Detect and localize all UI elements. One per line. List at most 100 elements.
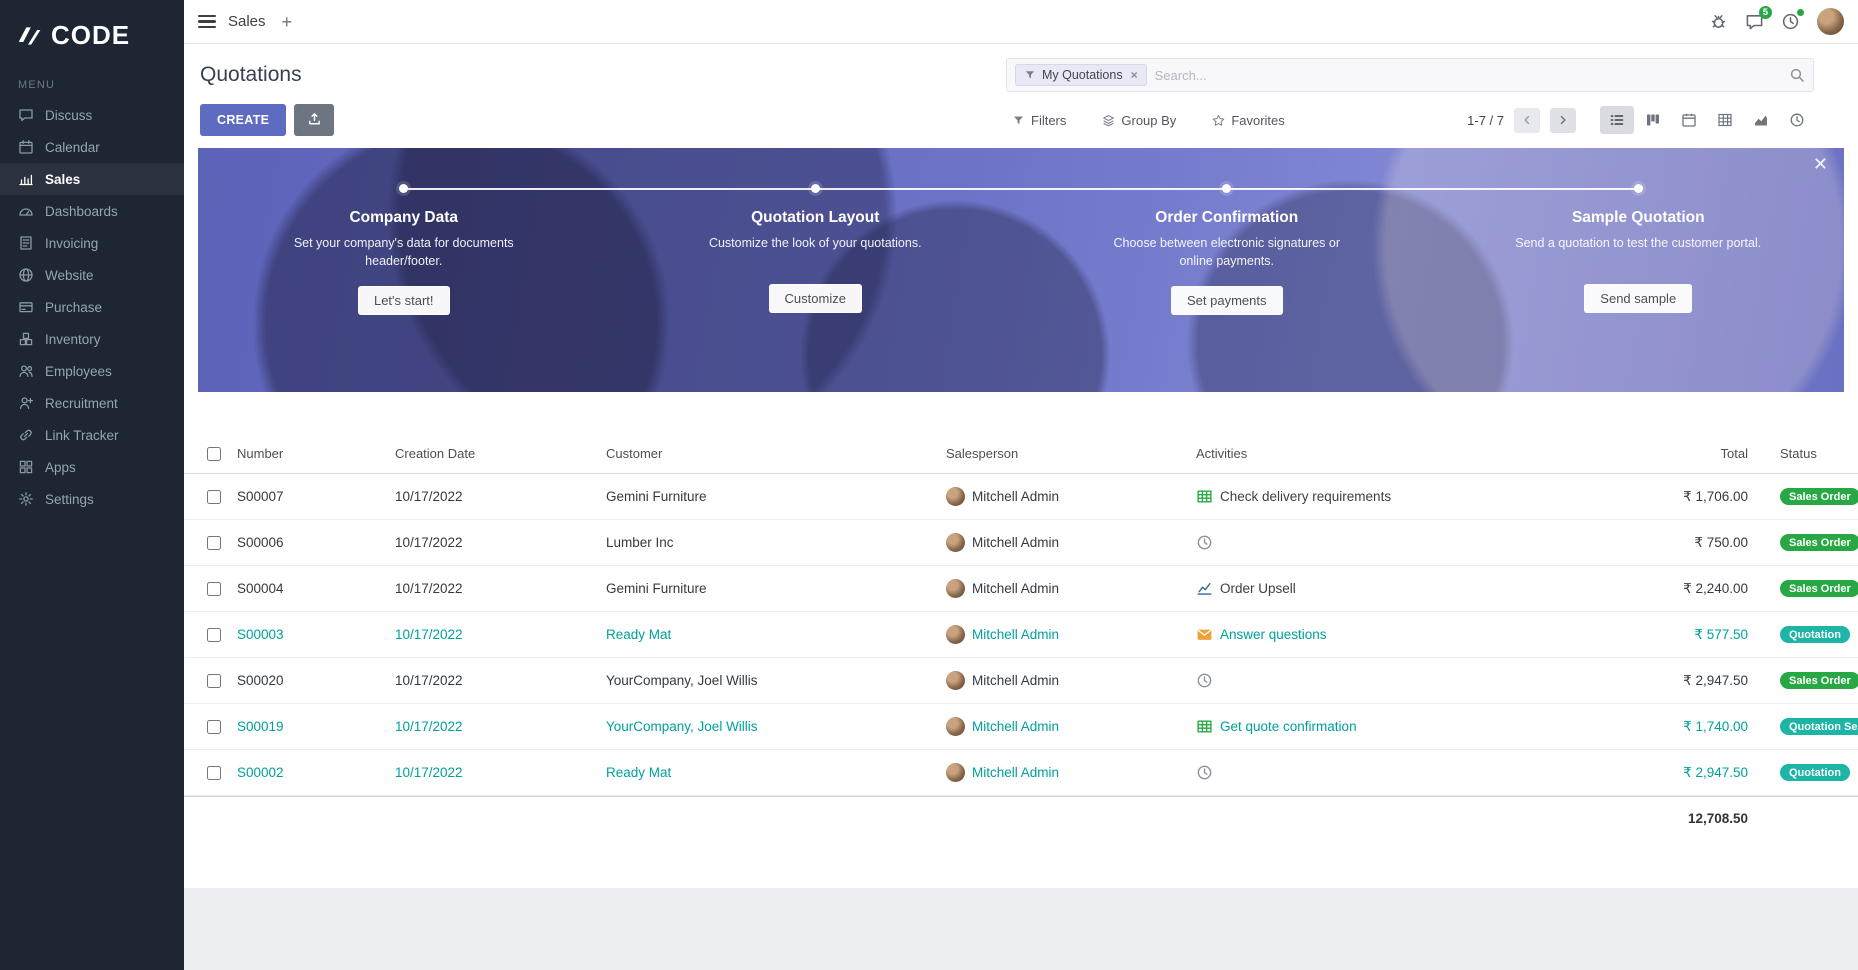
table-row[interactable]: S00003 10/17/2022 Ready Mat Mitchell Admin A… — [184, 612, 1858, 658]
sidebar-item-website[interactable]: Website — [0, 259, 184, 291]
step-description: Send a quotation to test the customer po… — [1515, 236, 1762, 250]
step-action-button[interactable]: Customize — [768, 284, 862, 313]
row-checkbox[interactable] — [207, 581, 221, 596]
onboarding-step: Sample Quotation Send a quotation to test… — [1433, 184, 1845, 315]
row-select-cell — [184, 533, 237, 553]
row-select-cell — [184, 717, 237, 737]
clock-icon — [1196, 764, 1213, 781]
row-checkbox[interactable] — [207, 673, 221, 688]
header-number[interactable]: Number — [237, 446, 284, 461]
row-checkbox[interactable] — [207, 627, 221, 642]
activities-clock-icon[interactable] — [1781, 8, 1805, 31]
table-row[interactable]: S00019 10/17/2022 YourCompany, Joel Willis… — [184, 704, 1858, 750]
calendar-view-button[interactable] — [1672, 106, 1706, 134]
pivot-view-button[interactable] — [1708, 106, 1742, 134]
search-icon[interactable] — [1789, 67, 1805, 83]
step-dot — [1633, 184, 1643, 193]
sidebar-item-discuss[interactable]: Discuss — [0, 99, 184, 131]
step-dot — [399, 184, 409, 193]
activity-label[interactable]: Check delivery requirements — [1220, 489, 1392, 504]
sidebar-item-calendar[interactable]: Calendar — [0, 131, 184, 163]
activity-view-button[interactable] — [1780, 106, 1814, 134]
star-icon — [1212, 114, 1225, 127]
row-checkbox[interactable] — [207, 765, 221, 780]
creation-date: 10/17/2022 — [395, 627, 463, 642]
globe-icon — [18, 267, 34, 283]
bug-icon[interactable] — [1709, 12, 1728, 31]
control-panel: Quotations My Quotations × — [184, 44, 1858, 146]
activity-cell: Order Upsell — [1196, 580, 1636, 597]
header-status[interactable]: Status — [1780, 446, 1817, 461]
order-total: ₹ 2,240.00 — [1683, 580, 1748, 596]
activity-label[interactable]: Get quote confirmation — [1220, 719, 1357, 734]
dashboard-icon — [18, 203, 34, 219]
group-by-button[interactable]: Group By — [1096, 112, 1182, 129]
sidebar-item-link-tracker[interactable]: Link Tracker — [0, 419, 184, 451]
status-cell: Sales Order — [1758, 534, 1858, 552]
table-row[interactable]: S00020 10/17/2022 YourCompany, Joel Willis… — [184, 658, 1858, 704]
plus-icon[interactable]: + — [281, 11, 293, 32]
sidebar-item-inventory[interactable]: Inventory — [0, 323, 184, 355]
filters-button[interactable]: Filters — [1006, 112, 1072, 129]
user-avatar[interactable] — [1817, 8, 1844, 35]
topbar: Sales + 5 — [184, 0, 1858, 44]
pager-next-button[interactable] — [1550, 107, 1576, 133]
pager-previous-button[interactable] — [1514, 107, 1540, 133]
sidebar-item-settings[interactable]: Settings — [0, 483, 184, 515]
sidebar-item-recruitment[interactable]: Recruitment — [0, 387, 184, 419]
salesperson-avatar — [946, 625, 965, 644]
row-checkbox[interactable] — [207, 489, 221, 504]
sidebar-item-invoicing[interactable]: Invoicing — [0, 227, 184, 259]
export-button[interactable] — [294, 104, 335, 136]
banner-close-icon[interactable]: ✕ — [1812, 154, 1828, 174]
filters-label: Filters — [1031, 112, 1067, 128]
select-all-checkbox[interactable] — [207, 446, 221, 461]
table-row[interactable]: S00004 10/17/2022 Gemini Furniture Mitchell… — [184, 566, 1858, 612]
row-select-cell — [184, 487, 237, 507]
graph-view-button[interactable] — [1744, 106, 1778, 134]
sidebar-menu: Discuss Calendar Sales Dashboards Invoicing W… — [0, 99, 184, 515]
status-badge: Quotation — [1780, 764, 1850, 782]
step-action-button[interactable]: Set payments — [1171, 286, 1283, 316]
sidebar-item-apps[interactable]: Apps — [0, 451, 184, 483]
search-facet[interactable]: My Quotations × — [1015, 64, 1147, 86]
header-salesperson[interactable]: Salesperson — [946, 446, 1019, 461]
header-total[interactable]: Total — [1720, 446, 1748, 461]
table-row[interactable]: S00002 10/17/2022 Ready Mat Mitchell Admin ₹… — [184, 750, 1858, 796]
messages-icon[interactable]: 5 — [1745, 6, 1772, 31]
brand-logo[interactable]: CODE — [0, 0, 184, 65]
search-input[interactable] — [1146, 66, 1789, 84]
activity-cell — [1196, 764, 1636, 781]
status-cell: Sales Order — [1758, 672, 1858, 690]
salesperson-name: Mitchell Admin — [972, 627, 1060, 642]
activity-label[interactable]: Answer questions — [1220, 627, 1327, 642]
table-row[interactable]: S00006 10/17/2022 Lumber Inc Mitchell Admin… — [184, 520, 1858, 566]
header-customer[interactable]: Customer — [606, 446, 663, 461]
facet-remove-icon[interactable]: × — [1130, 68, 1138, 82]
sidebar-item-purchase[interactable]: Purchase — [0, 291, 184, 323]
step-action-button[interactable]: Let's start! — [357, 286, 450, 316]
sidebar-item-employees[interactable]: Employees — [0, 355, 184, 387]
row-select-cell — [184, 625, 237, 645]
activity-label[interactable]: Order Upsell — [1220, 581, 1296, 596]
row-checkbox[interactable] — [207, 719, 221, 734]
main-area: Sales + 5 Quotatio — [184, 0, 1858, 970]
step-title: Sample Quotation — [1571, 209, 1705, 226]
kanban-view-button[interactable] — [1636, 106, 1670, 134]
header-activities[interactable]: Activities — [1196, 446, 1248, 461]
table-row[interactable]: S00007 10/17/2022 Gemini Furniture Mitchell… — [184, 474, 1858, 520]
employees-icon — [18, 363, 34, 379]
sidebar-item-sales[interactable]: Sales — [0, 163, 184, 195]
header-creation-date[interactable]: Creation Date — [395, 446, 476, 461]
create-button[interactable]: CREATE — [200, 104, 287, 136]
sidebar-item-dashboards[interactable]: Dashboards — [0, 195, 184, 227]
search-bar[interactable]: My Quotations × — [1006, 58, 1814, 92]
current-app-label[interactable]: Sales — [228, 13, 266, 30]
menu-toggle-icon[interactable] — [198, 14, 216, 29]
list-view-button[interactable] — [1600, 106, 1634, 134]
row-checkbox[interactable] — [207, 535, 221, 550]
favorites-button[interactable]: Favorites — [1206, 112, 1290, 129]
step-action-button[interactable]: Send sample — [1584, 284, 1693, 313]
clock-icon — [1196, 534, 1213, 551]
